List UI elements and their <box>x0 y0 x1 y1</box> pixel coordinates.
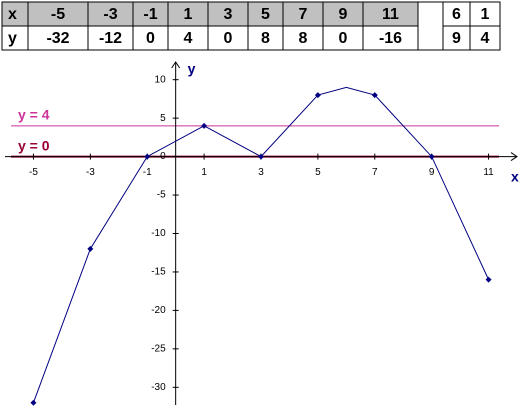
data-point <box>258 153 264 160</box>
data-point <box>314 92 321 99</box>
table-text: x <box>8 6 17 23</box>
table-text: 8 <box>261 30 270 47</box>
x-tick-label: -5 <box>29 167 38 178</box>
y-axis-label: y <box>188 61 196 77</box>
table-cell <box>469 25 501 51</box>
table-cell <box>247 25 284 51</box>
table-text: -3 <box>103 6 117 23</box>
table-text: 4 <box>481 30 490 47</box>
data-point <box>30 399 37 406</box>
table-text: 4 <box>184 30 193 47</box>
table-cell <box>87 25 134 51</box>
table-cell <box>282 1 324 27</box>
table-cell <box>207 1 249 27</box>
y-tick-label: 10 <box>155 74 167 85</box>
x-arrow <box>510 152 518 162</box>
x-tick-label: -3 <box>86 167 95 178</box>
x-tick-label: 1 <box>201 167 207 178</box>
table-text: 11 <box>382 6 399 23</box>
table-text: 1 <box>481 6 490 23</box>
table-text: -16 <box>379 30 402 47</box>
table-text: 1 <box>184 6 193 23</box>
x-tick-label: 7 <box>372 167 378 178</box>
table-cell <box>469 1 501 27</box>
table-text: -5 <box>51 6 65 23</box>
x-tick-label: 3 <box>258 167 264 178</box>
table-text: 0 <box>339 30 348 47</box>
table-text: 0 <box>146 30 155 47</box>
table-text: 9 <box>452 30 461 47</box>
x-axis-label: x <box>511 168 519 184</box>
y-tick-label: -10 <box>151 228 166 239</box>
x-tick-label: -1 <box>143 167 152 178</box>
data-point <box>485 276 492 283</box>
table-text: 0 <box>224 30 233 47</box>
data-point <box>87 245 94 252</box>
y-tick-label: -5 <box>157 190 166 201</box>
table-cell <box>442 1 471 27</box>
table-text: 9 <box>339 6 348 23</box>
table-text: y <box>8 30 17 47</box>
y-arrow <box>171 61 181 69</box>
reference-label: y = 0 <box>18 137 50 153</box>
table-gap <box>417 1 444 51</box>
table-text: -1 <box>143 6 157 23</box>
x-tick-label: 11 <box>483 167 494 178</box>
table-text: 5 <box>261 6 270 23</box>
data-point <box>201 122 208 129</box>
table-cell <box>362 25 419 51</box>
y-tick-label: -30 <box>151 382 166 393</box>
data-point <box>144 153 151 160</box>
table-text: 6 <box>452 6 461 23</box>
table-cell <box>362 1 419 27</box>
y-tick-label: -15 <box>151 267 166 278</box>
table-text: -32 <box>46 30 69 47</box>
table-cell <box>132 25 169 51</box>
y-tick-label: -25 <box>151 343 166 354</box>
y-tick-label: 5 <box>160 113 166 124</box>
y-tick-label: 0 <box>160 151 166 162</box>
x-tick-label: 9 <box>429 167 435 178</box>
table-cell <box>207 25 249 51</box>
reference-label: y = 4 <box>18 107 50 123</box>
data-point <box>428 153 435 160</box>
data-line <box>32 86 490 403</box>
table-text: -12 <box>99 30 122 47</box>
table-cell <box>27 1 89 27</box>
y-tick-label: -20 <box>151 305 166 316</box>
table-cell <box>27 25 89 51</box>
table-text: 8 <box>299 30 308 47</box>
x-tick-label: 5 <box>315 167 321 178</box>
table-cell <box>322 25 364 51</box>
table-text: 3 <box>224 6 233 23</box>
table-cell <box>442 25 471 51</box>
data-point <box>371 92 378 99</box>
table-text: 7 <box>299 6 308 23</box>
